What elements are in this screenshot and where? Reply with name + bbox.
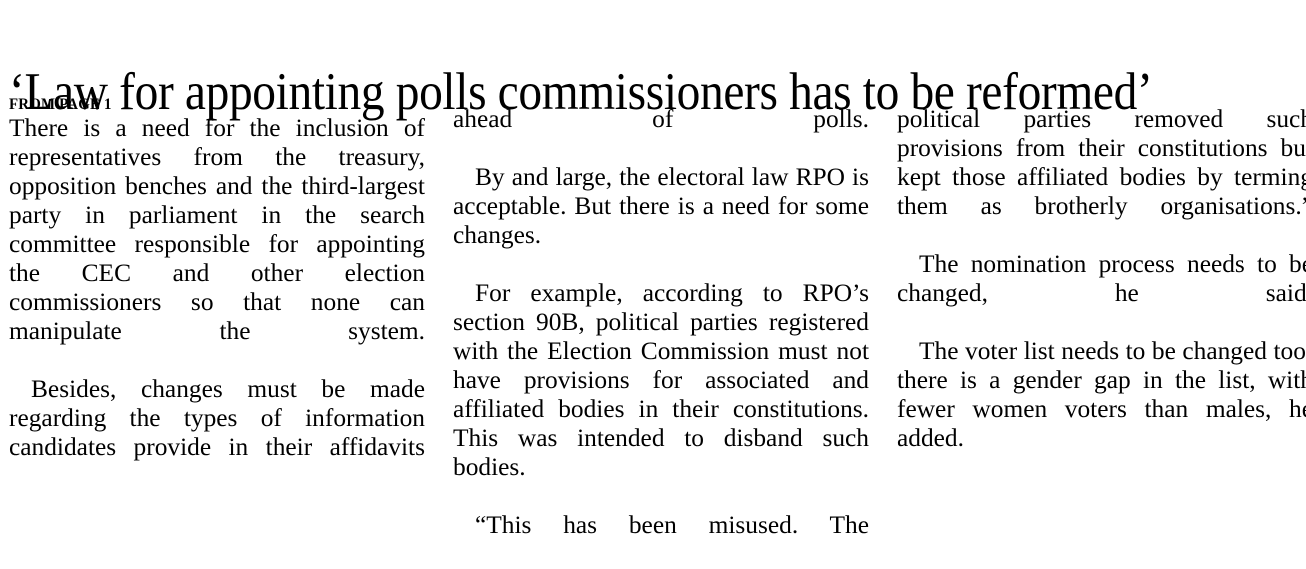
column-one-body: There is a need for the inclusion of rep…: [9, 114, 425, 491]
column-three-body: political parties removed such provision…: [897, 105, 1306, 482]
paragraph: For example, according to RPO’s section …: [453, 279, 869, 481]
from-page-kicker: FROM PAGE 1: [9, 96, 112, 113]
paragraph: political parties removed such provision…: [897, 105, 1306, 220]
paragraph: By and large, the electoral law RPO is a…: [453, 163, 869, 249]
paragraph: The voter list needs to be changed too: …: [897, 337, 1306, 452]
article-columns: FROM PAGE 1 There is a need for the incl…: [9, 96, 1306, 539]
paragraph: There is a need for the inclusion of rep…: [9, 114, 425, 345]
article-column-three: political parties removed such provision…: [897, 96, 1306, 456]
article-column-two: ahead of polls. By and large, the electo…: [453, 96, 869, 539]
article-headline: ‘Law for appointing polls commissioners …: [9, 62, 1153, 121]
article-page: ‘Law for appointing polls commissioners …: [9, 62, 1306, 540]
paragraph: ahead of polls.: [453, 105, 869, 133]
article-column-one: FROM PAGE 1 There is a need for the incl…: [9, 96, 425, 461]
paragraph: “This has been misused. The: [475, 511, 869, 539]
paragraph: Besides, changes must be made regarding …: [9, 375, 425, 461]
paragraph: The nomination process needs to be chang…: [897, 250, 1306, 307]
column-two-body: ahead of polls. By and large, the electo…: [453, 105, 869, 569]
